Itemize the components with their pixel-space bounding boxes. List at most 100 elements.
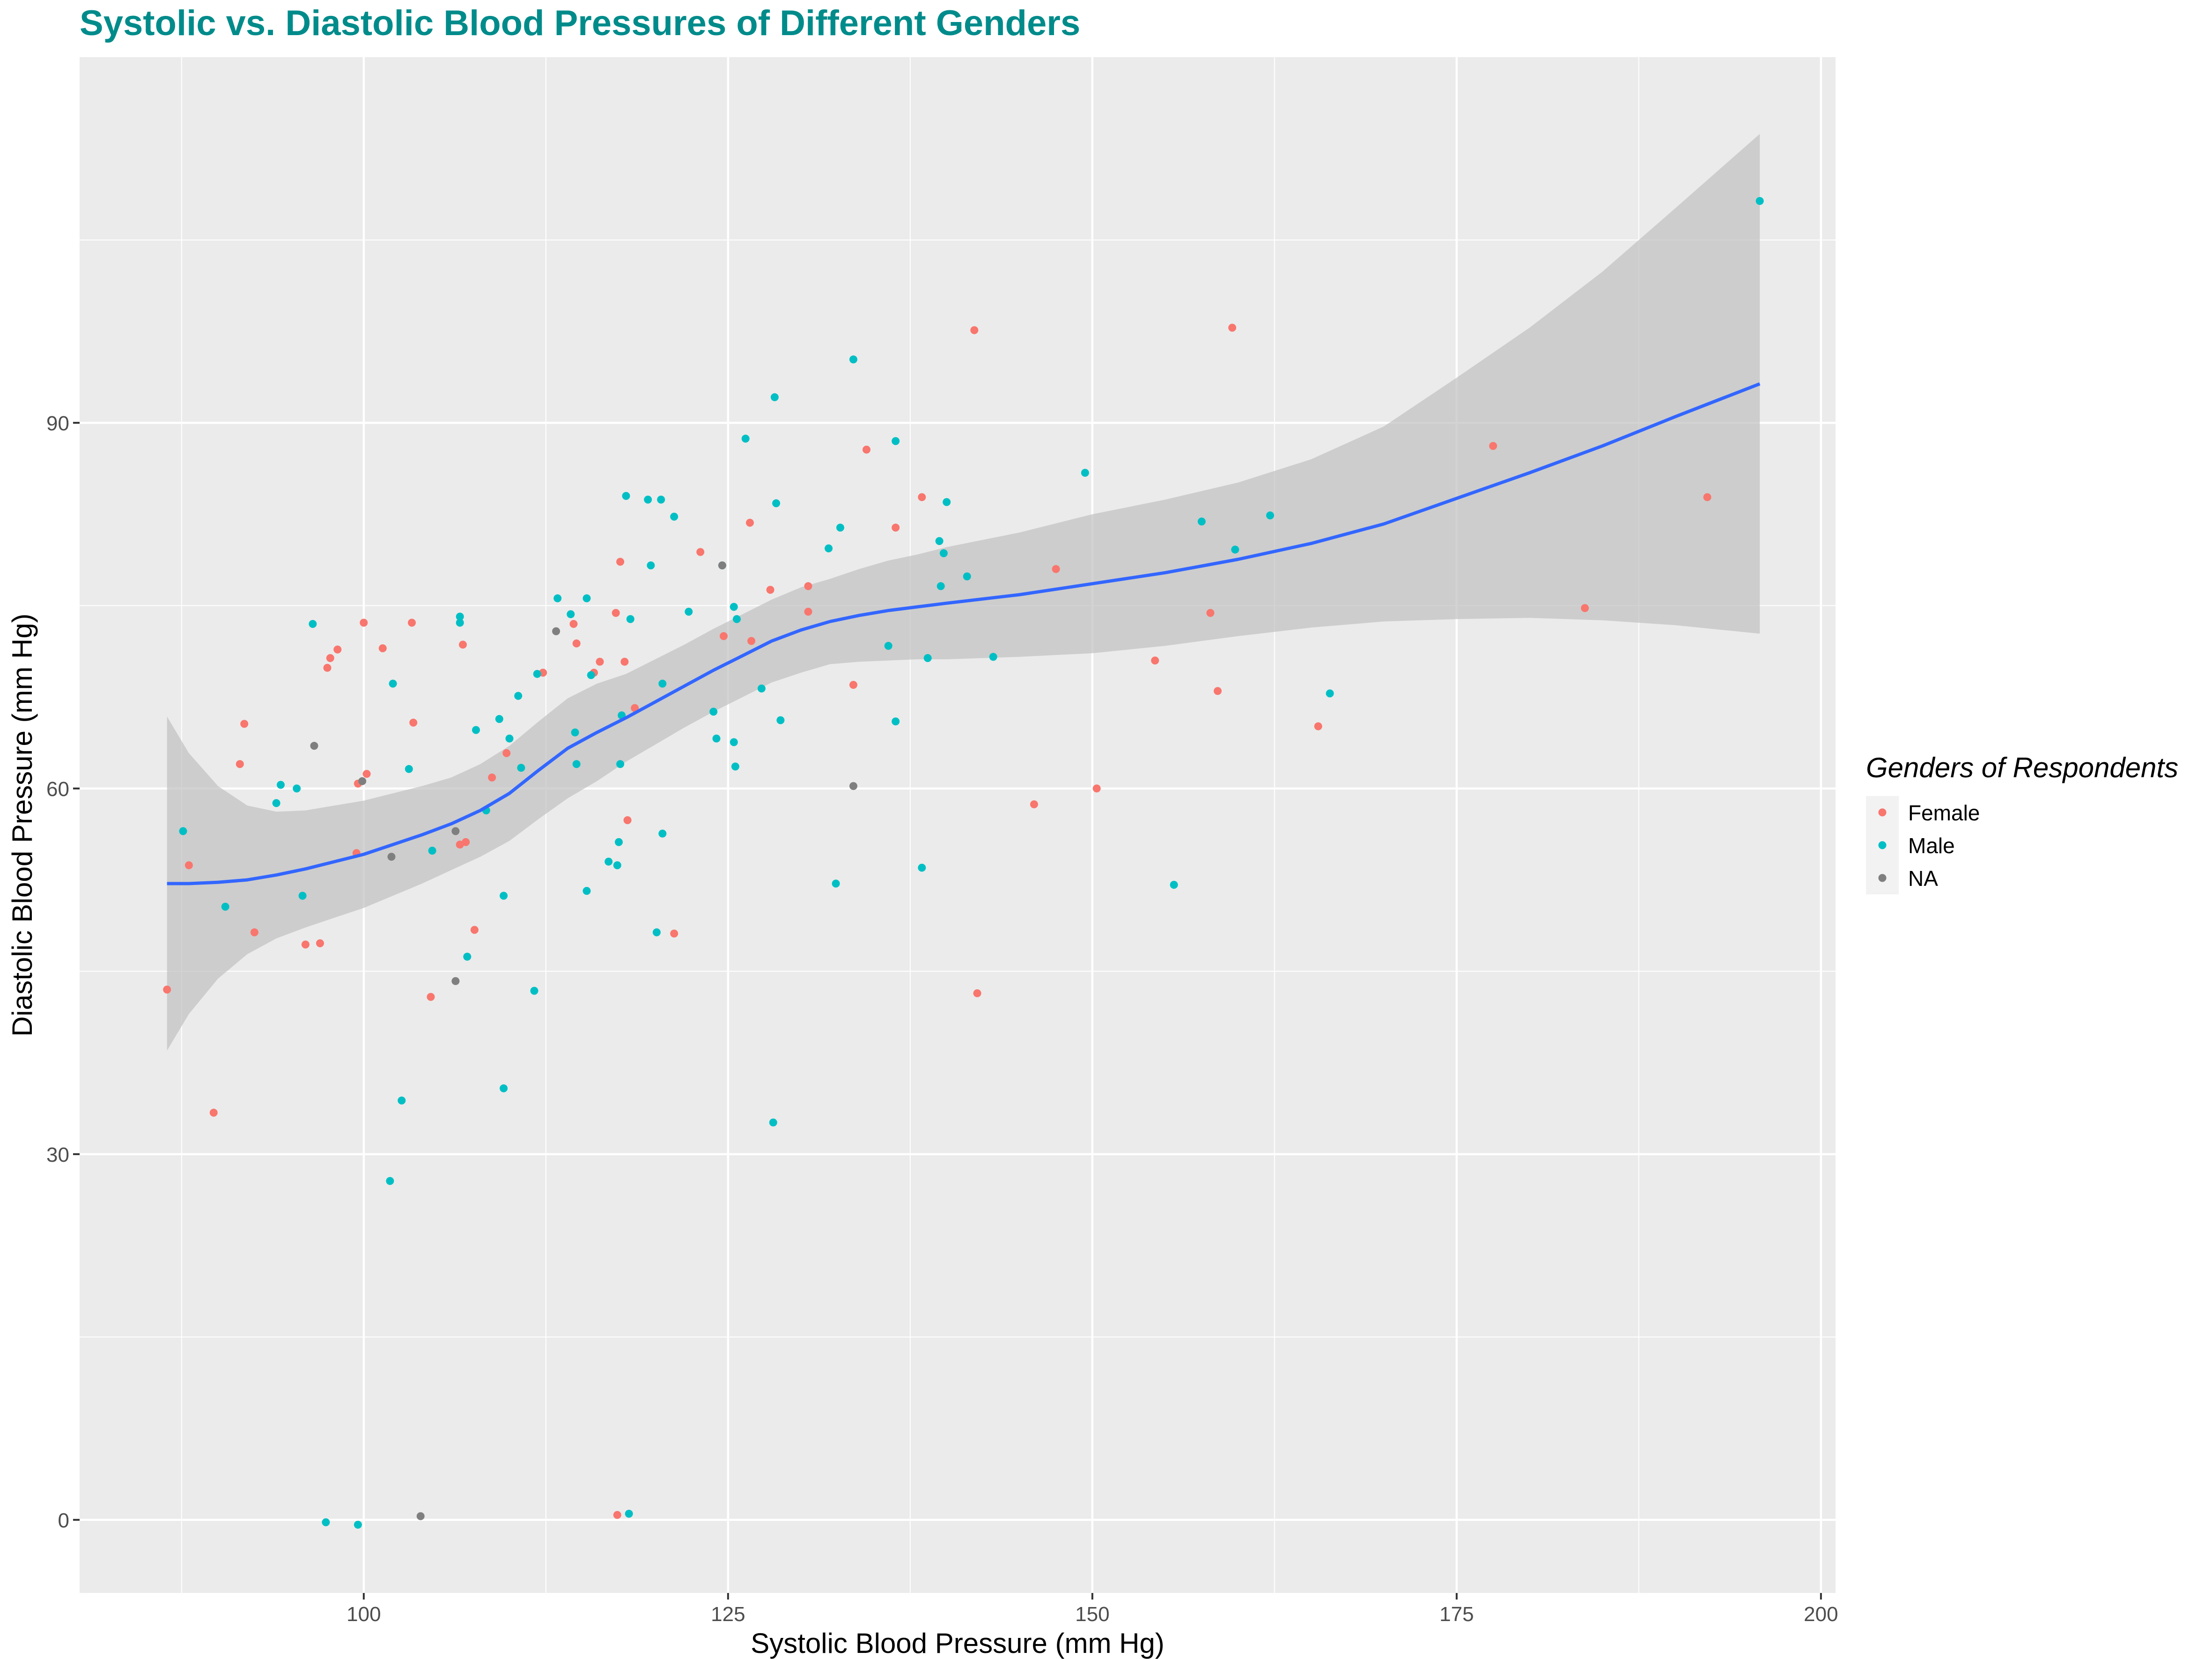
point-female xyxy=(616,558,625,566)
point-male xyxy=(389,679,397,688)
point-female xyxy=(613,1511,621,1519)
point-male xyxy=(770,393,779,401)
point-male xyxy=(582,594,591,603)
point-male xyxy=(658,679,667,688)
point-male xyxy=(626,615,634,623)
point-male xyxy=(1266,511,1274,520)
x-tick-label: 100 xyxy=(347,1603,381,1626)
point-male xyxy=(832,879,840,888)
y-tick-label: 90 xyxy=(46,412,69,435)
point-male xyxy=(567,610,575,619)
point-male xyxy=(892,437,900,445)
point-male xyxy=(500,892,508,900)
x-tick-label: 175 xyxy=(1439,1603,1474,1626)
point-male xyxy=(1197,517,1206,526)
point-female xyxy=(250,928,258,936)
point-female xyxy=(804,582,812,590)
point-male xyxy=(769,1118,777,1127)
point-male xyxy=(936,582,945,590)
smooth-line-layer xyxy=(167,382,1761,885)
point-female xyxy=(184,861,193,870)
point-female xyxy=(892,524,900,532)
point-female xyxy=(572,639,581,648)
y-axis: 0 30 60 90 xyxy=(46,412,80,1532)
point-female xyxy=(1228,324,1237,332)
point-male xyxy=(685,607,693,616)
point-male xyxy=(730,738,738,746)
point-male xyxy=(943,498,951,506)
x-axis-title: Systolic Blood Pressure (mm Hg) xyxy=(751,1628,1165,1659)
grid-minor xyxy=(80,57,1836,1593)
point-male xyxy=(572,760,581,768)
point-female xyxy=(240,720,249,728)
x-axis: 100 125 150 175 200 xyxy=(347,1593,1838,1626)
point-female xyxy=(1314,722,1322,730)
point-na xyxy=(310,742,318,750)
point-female xyxy=(488,774,496,782)
point-female xyxy=(746,518,754,527)
point-male xyxy=(221,902,229,911)
point-male xyxy=(456,619,464,627)
smooth-line xyxy=(167,382,1761,885)
legend-entries: Female Male NA xyxy=(1866,796,1980,894)
point-male xyxy=(963,572,971,581)
point-female xyxy=(918,493,926,501)
point-female xyxy=(323,664,332,672)
point-male xyxy=(644,495,652,504)
point-female xyxy=(462,838,470,846)
point-male xyxy=(514,692,523,700)
point-male xyxy=(884,641,892,650)
point-male xyxy=(625,1510,633,1518)
point-female xyxy=(408,619,416,627)
point-male xyxy=(733,615,741,623)
point-female xyxy=(360,619,368,627)
point-male xyxy=(836,524,844,532)
chart-title: Systolic vs. Diastolic Blood Pressures o… xyxy=(80,3,1080,43)
legend-marker-na xyxy=(1878,874,1887,882)
point-female xyxy=(970,326,979,334)
point-female xyxy=(1052,565,1060,573)
point-female xyxy=(163,985,171,994)
point-male xyxy=(647,561,655,569)
point-male xyxy=(923,654,932,662)
point-female xyxy=(1214,687,1222,695)
point-male xyxy=(179,827,187,835)
legend-marker-female xyxy=(1878,808,1887,817)
point-female xyxy=(333,645,342,654)
legend-title: Genders of Respondents xyxy=(1866,752,2178,783)
point-female xyxy=(459,641,467,649)
y-tick-label: 0 xyxy=(58,1509,69,1532)
point-female xyxy=(696,548,705,556)
point-na xyxy=(718,561,726,569)
point-male xyxy=(571,728,579,737)
point-male xyxy=(463,952,472,961)
point-male xyxy=(712,734,721,743)
point-male xyxy=(309,620,317,628)
point-male xyxy=(277,781,285,789)
point-male xyxy=(849,355,857,364)
point-male xyxy=(741,435,750,443)
point-male xyxy=(730,603,738,611)
point-male xyxy=(1326,689,1334,698)
point-female xyxy=(316,939,324,947)
point-na xyxy=(849,782,857,790)
point-male xyxy=(456,612,464,621)
point-na xyxy=(451,977,460,985)
point-male xyxy=(405,765,413,773)
point-female xyxy=(236,760,244,768)
point-male xyxy=(517,764,525,772)
point-male xyxy=(1755,197,1764,205)
legend-label-female: Female xyxy=(1908,801,1980,825)
point-male xyxy=(615,838,623,846)
point-male xyxy=(428,847,436,855)
point-female xyxy=(849,681,857,689)
point-female xyxy=(1030,800,1038,809)
point-female xyxy=(720,632,728,640)
point-male xyxy=(892,717,900,726)
point-male xyxy=(657,495,665,504)
point-male xyxy=(293,784,301,793)
point-female xyxy=(470,926,479,934)
point-male xyxy=(658,829,667,838)
point-male xyxy=(935,537,944,545)
point-male xyxy=(530,987,538,995)
